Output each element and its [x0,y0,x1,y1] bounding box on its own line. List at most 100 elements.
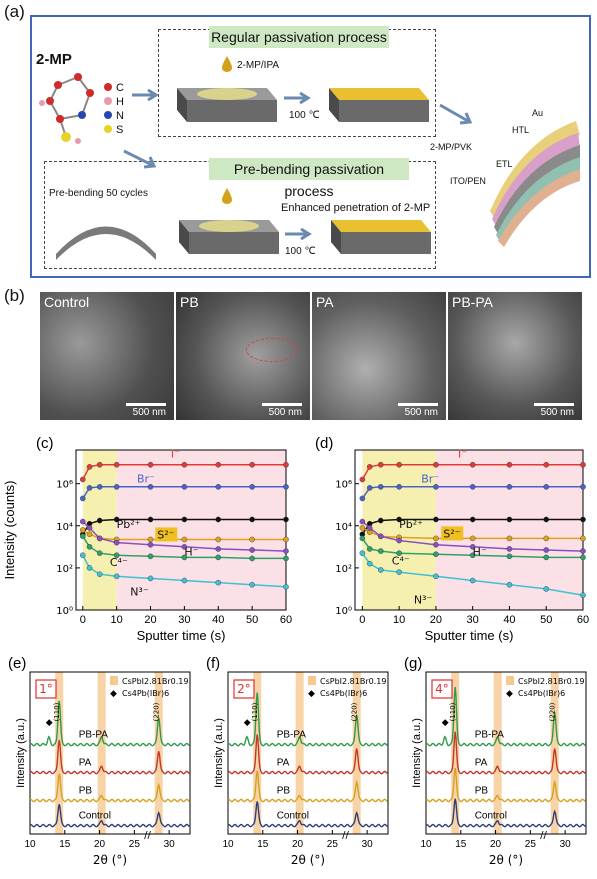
data-point [543,535,550,542]
label-bg [441,526,464,541]
x-tick-label: 25 [327,839,339,850]
x-tick-label: 30 [164,839,176,850]
xrd-curve [227,770,388,803]
data-point [506,553,513,560]
series-label: N³⁻ [414,594,433,607]
data-point [113,552,120,559]
data-point [377,548,384,554]
data-point [543,586,550,592]
x-axis-label: 2θ (°) [291,853,325,867]
regular-process-title: Regular passivation process [209,26,389,48]
schematic-frame: 2-MP C H N S [30,15,591,278]
data-point [433,461,439,468]
y-axis-label: Intensity (counts) [2,481,17,580]
data-point [359,535,366,542]
xrd-curve [425,798,586,828]
y-axis-label: Intensity (a.u.) [411,718,423,788]
shade-yellow [362,450,436,610]
film-block-icon-2 [179,220,279,254]
scale-bar [262,403,302,406]
chart-c: (c) I⁻ Br⁻ Pb²⁺ S²⁻ H⁻ C⁴⁻ N³⁻ 0 10 20 30 40 50 60 10⁰ 1… [2,435,292,643]
data-point [96,535,103,542]
x-tick-label: 15 [257,839,269,850]
x-tick-label: 60 [577,614,589,626]
series-label: N³⁻ [130,585,149,598]
data-point [580,592,586,599]
data-point [113,573,120,580]
layer-htl: HTL [512,125,530,135]
data-point [366,464,373,470]
chart-e: (e) // 1° CsPbI2.81Br0.19 ◆ Cs4Pb(IBr)6 PB-PA P… [8,655,191,867]
label-bg [155,527,178,542]
series-label: PB [475,786,489,797]
x-tick-label: 10 [393,614,405,626]
data-point [283,536,289,543]
molecule-diagram [39,73,112,144]
sem-image-pa: PA 500 nm [312,292,446,420]
data-point [433,551,439,558]
angle-box [35,679,57,699]
data-point [181,577,188,584]
angle-label: 2° [237,682,251,696]
series-label: PA [79,758,92,769]
data-point [249,536,255,543]
x-tick-label: 20 [144,614,156,626]
panel-label: (c) [36,435,54,452]
peak-label: (220) [549,702,557,721]
legend-n: N [116,110,124,122]
data-point [543,516,550,523]
data-point [181,484,188,490]
chart-f: (f) // 2° CsPbI2.81Br0.19 ◆ Cs4Pb(IBr)6 PB-PA P… [206,655,389,867]
peak-shade [352,672,361,834]
data-point [249,516,255,523]
data-point [215,484,222,490]
y-tick-label: 10⁴ [56,522,73,533]
legend-swatch [308,676,316,685]
data-point [580,554,586,561]
atom-legend-labels: C H N S [116,81,124,137]
xrd-curve [29,804,190,828]
series-label: S²⁻ [157,528,174,541]
data-point [506,581,513,588]
scale-bar [534,403,574,406]
data-point [359,476,366,483]
data-point [377,517,384,524]
x-axis-label: Sputter time (s) [425,628,514,643]
layer-ito: ITO/PEN [450,176,486,186]
x-tick-label: 40 [212,614,224,626]
panel-a-label: (a) [4,2,25,21]
plot-frame [75,449,287,611]
layer-au: Au [532,108,544,118]
legend-item: CsPbI2.81Br0.19 [122,677,188,686]
peak-label: (110) [449,702,457,721]
series-label: I⁻ [458,447,467,460]
xrd-curve [227,692,388,747]
y-tick-label: 10⁰ [335,606,352,617]
legend-s: S [116,124,124,136]
prebend-note: Enhanced penetration of 2-MP [281,202,431,214]
data-point [249,547,255,553]
data-point [86,525,93,531]
molecule-name: 2-MP [36,51,72,68]
layer-pvk: 2-MP/PVK [430,142,473,152]
x-tick-label: 40 [503,614,515,626]
data-point [249,484,255,490]
legend-h: H [116,96,124,108]
data-point [79,518,86,525]
sem-label: PA [316,294,334,310]
data-point [86,485,93,491]
angle-label: 1° [39,682,53,696]
data-point [396,516,402,523]
peak-shade [253,672,262,834]
data-point [469,577,476,584]
x-tick-label: 25 [525,839,537,850]
droplet-icon [222,56,232,72]
series-label: Pb²⁺ [117,518,141,531]
data-point [543,554,550,561]
data-point [147,516,154,523]
data-point [433,573,439,580]
axis-break: // [540,830,547,841]
series-label: H⁻ [184,545,198,558]
data-point [283,555,289,562]
data-point [283,548,289,554]
